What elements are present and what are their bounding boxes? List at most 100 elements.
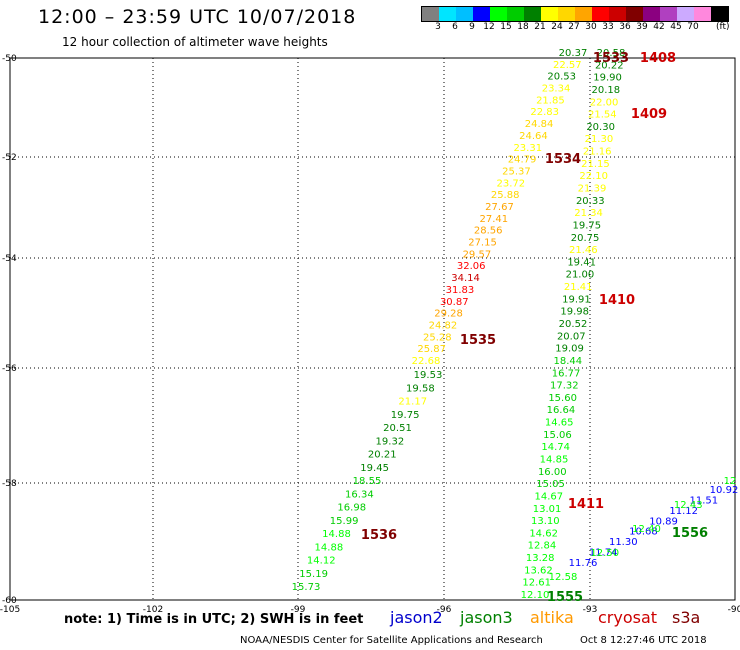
wave-height-value: 21.17 — [398, 397, 427, 408]
longitude-tick-label: -105 — [0, 605, 20, 615]
wave-height-value: 19.91 — [562, 294, 591, 305]
map-frame — [9, 57, 736, 601]
legend-swatch — [711, 7, 728, 21]
wave-height-value: 14.12 — [307, 556, 336, 567]
satellite-legend-item: jason2 — [390, 608, 443, 627]
wave-height-value: 13.01 — [533, 504, 562, 515]
wave-height-value: 25.88 — [491, 190, 520, 201]
wave-height-value: 19.09 — [555, 344, 584, 355]
units-note: note: 1) Time is in UTC; 2) SWH is in fe… — [64, 612, 364, 627]
legend-swatch — [490, 7, 507, 21]
wave-height-value: 14.85 — [540, 455, 569, 466]
wave-height-value: 11.30 — [609, 537, 638, 548]
wave-height-value: 27.67 — [485, 202, 514, 213]
wave-height-value: 21.34 — [574, 208, 603, 219]
latitude-tick-label: -58 — [2, 479, 17, 489]
wave-height-value: 16.64 — [547, 405, 576, 416]
wave-height-value: 11.76 — [569, 558, 598, 569]
wave-height-value: 19.75 — [572, 220, 601, 231]
wave-height-value: 29.28 — [434, 309, 463, 320]
footer-credit: NOAA/NESDIS Center for Satellite Applica… — [240, 635, 543, 646]
legend-tick-label: 39 — [636, 22, 648, 32]
wave-height-value: 24.84 — [525, 119, 554, 130]
satellite-legend-item: s3a — [672, 608, 701, 627]
legend-swatch — [524, 7, 541, 21]
wave-height-value: 14.67 — [534, 491, 563, 502]
pass-time-label: 1410 — [599, 293, 635, 308]
legend-swatch — [439, 7, 456, 21]
wave-height-value: 21.39 — [578, 184, 607, 195]
legend-swatch — [694, 7, 711, 21]
wave-height-value: 10.89 — [649, 516, 678, 527]
wave-height-value: 32.06 — [457, 261, 486, 272]
wave-height-value: 21.41 — [564, 282, 593, 293]
wave-height-value: 19.41 — [567, 257, 596, 268]
wave-height-value: 19.75 — [391, 410, 420, 421]
wave-height-value: 20.58 — [597, 48, 626, 59]
wave-height-value: 10.92 — [710, 485, 739, 496]
wave-height-value: 13.10 — [531, 516, 560, 527]
wave-height-value: 24.79 — [508, 155, 537, 166]
wave-height-value: 15.19 — [299, 569, 328, 580]
wave-height-value: 19.45 — [360, 463, 389, 474]
wave-height-value: 30.87 — [440, 297, 469, 308]
pass-time-label: 1533 — [593, 51, 629, 66]
wave-height-value: 20.75 — [571, 233, 600, 244]
wave-height-value: 12.43 — [674, 500, 703, 511]
wave-height-value: 23.72 — [496, 178, 525, 189]
wave-height-value: 17.32 — [550, 381, 579, 392]
wave-height-value: 20.33 — [576, 196, 605, 207]
wave-height-value: 11.51 — [690, 495, 719, 506]
legend-tick-label: 30 — [585, 22, 597, 32]
wave-height-value: 11.74 — [589, 548, 618, 559]
wave-height-value: 20.07 — [557, 331, 586, 342]
legend-swatch — [422, 7, 439, 21]
wave-height-value: 14.88 — [315, 542, 344, 553]
wave-height-value: 15.05 — [536, 479, 565, 490]
wave-height-value: 29.57 — [463, 249, 492, 260]
wave-height-value: 22.68 — [412, 356, 441, 367]
wave-height-value: 11.12 — [669, 506, 698, 517]
legend-swatch — [473, 7, 490, 21]
wave-height-value: 16.34 — [345, 489, 374, 500]
wave-height-value: 22.00 — [590, 97, 619, 108]
satellite-legend-item: altika — [530, 608, 574, 627]
wave-height-value: 18.44 — [553, 356, 582, 367]
wave-height-value: 12.40 — [632, 524, 661, 535]
legend-swatch — [643, 7, 660, 21]
wave-height-value: 19.32 — [376, 436, 405, 447]
wave-height-value: 12.50 — [590, 548, 619, 559]
legend-tick-label: 9 — [469, 22, 475, 32]
wave-height-value: 14.65 — [545, 418, 574, 429]
wave-height-value: 15.06 — [543, 430, 572, 441]
wave-height-value: 20.52 — [559, 319, 588, 330]
legend-tick-label: 27 — [568, 22, 580, 32]
pass-time-label: 1535 — [460, 333, 496, 348]
legend-swatch — [677, 7, 694, 21]
pass-time-label: 1555 — [547, 590, 583, 605]
wave-height-value: 23.31 — [513, 143, 542, 154]
wave-height-value: 10.68 — [629, 527, 658, 538]
legend-swatch — [575, 7, 592, 21]
wave-height-value: 12.58 — [549, 572, 578, 583]
legend-tick-label: 70 — [687, 22, 699, 32]
latitude-tick-label: -52 — [2, 153, 17, 163]
wave-height-value: 20.30 — [586, 122, 615, 133]
legend-tick-label: 42 — [653, 22, 665, 32]
legend-tick-label: 12 — [483, 22, 495, 32]
wave-height-value: 21.30 — [585, 134, 614, 145]
wave-height-value: 19.90 — [593, 73, 622, 84]
wave-height-value: 27.41 — [480, 214, 509, 225]
wave-height-value: 23.34 — [542, 84, 571, 95]
wave-height-value: 14.62 — [529, 528, 558, 539]
wave-height-value: 12 — [724, 476, 737, 487]
wave-height-value: 21.54 — [588, 110, 617, 121]
latitude-tick-label: -60 — [2, 596, 17, 606]
wave-height-value: 21.00 — [566, 270, 595, 281]
pass-time-label: 1556 — [672, 526, 708, 541]
legend-tick-label: 3 — [435, 22, 441, 32]
legend-tick-label: 33 — [602, 22, 614, 32]
wave-height-value: 25.37 — [502, 166, 531, 177]
wave-height-value: 19.53 — [414, 370, 443, 381]
wave-height-value: 15.60 — [548, 393, 577, 404]
